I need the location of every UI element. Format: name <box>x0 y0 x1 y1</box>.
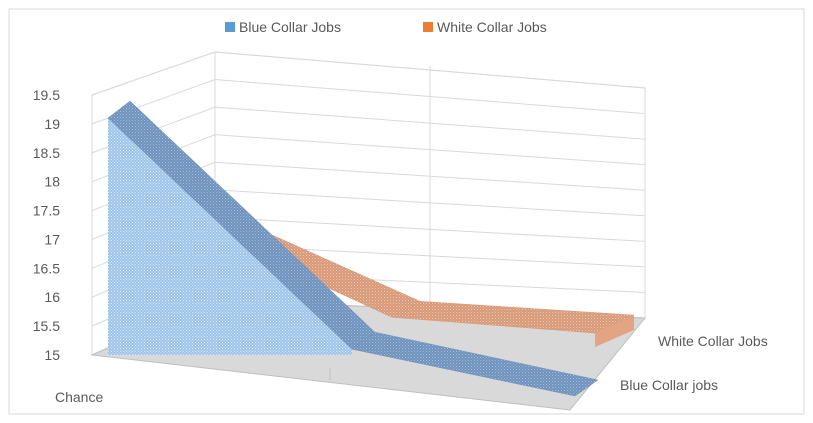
y-tick-label: 19.5 <box>33 87 60 103</box>
y-tick-label: 16 <box>44 289 60 305</box>
gridline-back <box>214 51 646 89</box>
y-tick-label: 16.5 <box>33 260 60 276</box>
gridline-back <box>214 106 646 140</box>
legend-swatch <box>423 22 433 32</box>
y-tick-label: 18 <box>44 174 60 190</box>
y-tick-label: 17 <box>44 231 60 247</box>
gridline-side <box>91 51 216 96</box>
series-axis-label-white: White Collar Jobs <box>658 333 768 349</box>
gridline-back <box>214 134 646 166</box>
blue-collar-area-segment <box>351 331 599 397</box>
gridline-back <box>214 79 646 115</box>
y-tick-label: 18.5 <box>33 145 60 161</box>
legend-label: White Collar Jobs <box>437 19 547 35</box>
blue-collar-area-front <box>108 118 352 355</box>
y-tick-label: 15.5 <box>33 318 60 334</box>
gridline-back <box>214 189 646 217</box>
gridline-back <box>214 216 646 242</box>
white-collar-area-edge <box>595 315 634 347</box>
gridline-back <box>214 161 646 191</box>
x-category-label: Chance <box>55 389 103 405</box>
legend-swatch <box>225 22 235 32</box>
y-tick-label: 17.5 <box>33 203 60 219</box>
y-tick-label: 15 <box>44 347 60 363</box>
legend-label: Blue Collar Jobs <box>239 19 341 35</box>
y-tick-label: 19 <box>44 116 60 132</box>
series-axis-label-blue: Blue Collar jobs <box>620 377 718 393</box>
